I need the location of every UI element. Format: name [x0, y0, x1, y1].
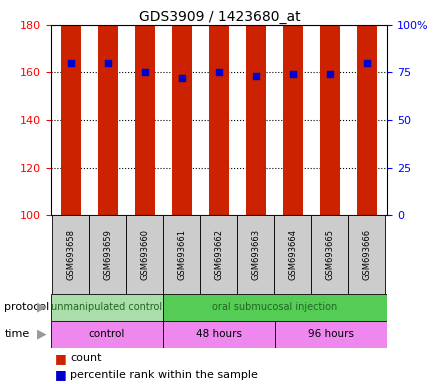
Bar: [209, 0, 229, 215]
Bar: [246, 0, 266, 215]
Bar: [238, 215, 275, 294]
Text: GSM693662: GSM693662: [214, 229, 224, 280]
Text: GDS3909 / 1423680_at: GDS3909 / 1423680_at: [139, 10, 301, 23]
Text: control: control: [88, 329, 125, 339]
Text: GSM693661: GSM693661: [177, 229, 187, 280]
Text: protocol: protocol: [4, 302, 50, 312]
Point: [178, 75, 185, 81]
Text: GSM693658: GSM693658: [66, 229, 75, 280]
Text: time: time: [4, 329, 29, 339]
Bar: [61, 0, 81, 215]
Bar: [200, 215, 238, 294]
Bar: [275, 215, 312, 294]
Bar: [89, 215, 126, 294]
Text: 48 hours: 48 hours: [196, 329, 242, 339]
Bar: [357, 0, 377, 215]
Bar: [51, 294, 163, 321]
Point: [363, 60, 370, 66]
Text: count: count: [70, 353, 102, 364]
Bar: [275, 321, 387, 348]
Bar: [163, 321, 275, 348]
Bar: [283, 0, 303, 215]
Bar: [172, 0, 192, 215]
Text: GSM693666: GSM693666: [363, 229, 371, 280]
Text: ■: ■: [55, 352, 67, 365]
Point: [253, 73, 260, 79]
Point: [216, 70, 222, 76]
Bar: [52, 215, 89, 294]
Bar: [163, 294, 387, 321]
Text: GSM693665: GSM693665: [325, 229, 334, 280]
Bar: [126, 215, 163, 294]
Text: percentile rank within the sample: percentile rank within the sample: [70, 370, 258, 380]
Bar: [320, 0, 340, 215]
Text: GSM693663: GSM693663: [251, 229, 260, 280]
Bar: [312, 215, 348, 294]
Point: [67, 60, 74, 66]
Text: oral submucosal injection: oral submucosal injection: [213, 302, 337, 312]
Text: ▶: ▶: [37, 301, 46, 314]
Bar: [163, 215, 200, 294]
Point: [141, 70, 148, 76]
Text: 96 hours: 96 hours: [308, 329, 354, 339]
Point: [104, 60, 111, 66]
Text: ■: ■: [55, 368, 67, 381]
Bar: [135, 0, 155, 215]
Bar: [51, 321, 163, 348]
Text: GSM693660: GSM693660: [140, 229, 150, 280]
Text: GSM693664: GSM693664: [288, 229, 297, 280]
Text: ▶: ▶: [37, 328, 46, 341]
Point: [290, 71, 297, 78]
Point: [326, 71, 334, 78]
Text: unmanipulated control: unmanipulated control: [51, 302, 162, 312]
Text: GSM693659: GSM693659: [103, 229, 113, 280]
Bar: [98, 0, 118, 215]
Bar: [348, 215, 385, 294]
